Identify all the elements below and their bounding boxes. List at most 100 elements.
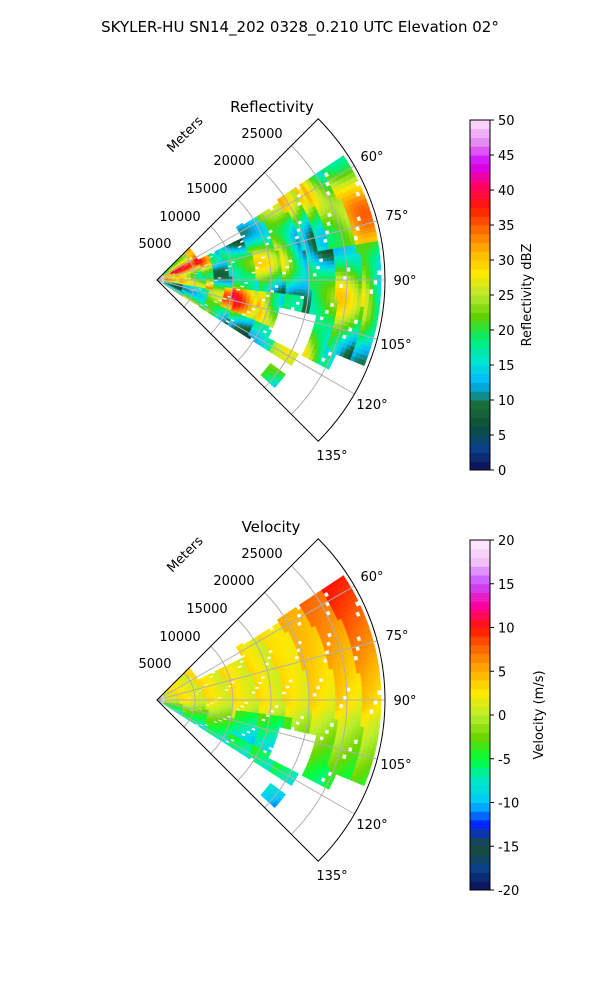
- radar-gate: [308, 703, 314, 708]
- radar-gate: [326, 680, 332, 686]
- radar-gate: [330, 711, 336, 716]
- radar-gate: [319, 265, 325, 270]
- radar-gate: [348, 253, 354, 260]
- radar-gate: [263, 702, 268, 706]
- radar-gate: [285, 688, 290, 692]
- radar-gate: [308, 696, 313, 701]
- radar-gate: [311, 682, 317, 687]
- radar-gate: [314, 258, 320, 263]
- radar-gate: [289, 270, 294, 275]
- radar-gate: [335, 275, 340, 281]
- radar-gate: [319, 286, 325, 292]
- radar-gate: [362, 275, 367, 281]
- reflectivity-title: Reflectivity: [230, 98, 314, 116]
- radar-gate: [285, 282, 291, 287]
- radar-gate: [376, 289, 382, 295]
- colorbar-swatch: [470, 330, 490, 340]
- radar-gate: [236, 281, 241, 284]
- radar-gate: [289, 687, 294, 692]
- radar-gate: [333, 303, 339, 308]
- radar-gate: [375, 298, 381, 305]
- radar-gate: [368, 256, 374, 262]
- radar-gate: [373, 313, 379, 320]
- radar-gate: [338, 267, 344, 273]
- radar-gate: [262, 690, 268, 694]
- radar-gate: [369, 270, 374, 276]
- radar-gate: [330, 684, 336, 689]
- radar-gate: [361, 284, 367, 290]
- radar-gate: [287, 255, 293, 261]
- radar-gate: [300, 289, 306, 294]
- radar-gate: [297, 282, 302, 287]
- radar-gate: [312, 706, 317, 711]
- colorbar-swatch: [470, 408, 490, 418]
- radar-gate: [285, 268, 290, 272]
- colorbar-swatch: [470, 181, 490, 191]
- radar-gate: [331, 703, 336, 709]
- radar-gate: [232, 276, 238, 279]
- radar-gate: [312, 269, 317, 274]
- radar-gate: [368, 260, 374, 267]
- radar-gate: [368, 298, 374, 304]
- radar-gate: [349, 262, 355, 268]
- radar-gate: [364, 297, 370, 304]
- radar-gate: [319, 283, 325, 288]
- colorbar-swatch: [470, 382, 490, 392]
- radar-gate: [377, 279, 382, 286]
- radar-gate: [277, 266, 283, 270]
- radar-gate: [289, 267, 294, 272]
- radar-gate: [217, 275, 222, 278]
- radar-gate: [327, 695, 332, 701]
- colorbar-swatch: [470, 120, 490, 130]
- radar-gate: [331, 707, 336, 712]
- colorbar-swatch: [470, 452, 490, 462]
- radar-gate: [371, 231, 378, 238]
- radar-gate: [324, 276, 329, 281]
- radar-gate: [357, 292, 363, 299]
- radar-gate: [209, 281, 215, 283]
- radar-gate: [251, 275, 257, 279]
- radar-gate: [312, 279, 317, 284]
- reflectivity-colorbar-label: Reflectivity dBZ: [520, 244, 535, 347]
- radar-gate: [251, 695, 257, 699]
- radar-gate: [311, 262, 317, 267]
- radar-gate: [295, 257, 301, 262]
- radar-gate: [300, 712, 305, 717]
- radar-gate: [316, 269, 321, 274]
- radar-gate: [357, 266, 363, 272]
- radar-gate: [327, 290, 332, 296]
- radar-gate: [286, 725, 292, 730]
- radar-gate: [319, 268, 325, 274]
- radar-gate: [376, 260, 381, 266]
- radar-gate: [350, 283, 355, 289]
- radar-gate: [315, 290, 321, 295]
- radar-gate: [327, 703, 333, 708]
- radar-gate: [352, 253, 358, 259]
- colorbar-swatch: [470, 172, 490, 182]
- radar-gate: [330, 256, 335, 262]
- radar-gate: [331, 283, 336, 289]
- radar-gate: [289, 693, 295, 698]
- radar-gate: [323, 688, 329, 693]
- reflectivity-theta-60: 60°: [360, 150, 383, 165]
- radar-gate: [319, 272, 325, 277]
- reflectivity-range-axis-label: Meters: [164, 114, 206, 156]
- radar-gate: [270, 272, 275, 276]
- radar-gate: [247, 693, 253, 697]
- colorbar-swatch: [470, 391, 490, 401]
- colorbar-swatch: [470, 435, 490, 445]
- radar-gate: [373, 240, 379, 247]
- radar-gate: [282, 694, 287, 698]
- radar-gate: [364, 293, 370, 299]
- radar-gate: [373, 274, 378, 281]
- radar-gate: [331, 268, 336, 273]
- radar-gate: [368, 293, 374, 300]
- colorbar-swatch: [470, 190, 490, 200]
- radar-gate: [323, 287, 329, 292]
- radar-gate: [327, 279, 332, 285]
- radar-gate: [251, 688, 256, 692]
- radar-gate: [308, 272, 314, 277]
- radar-gate: [281, 688, 287, 693]
- radar-gate: [334, 259, 339, 265]
- radar-gate: [320, 279, 325, 284]
